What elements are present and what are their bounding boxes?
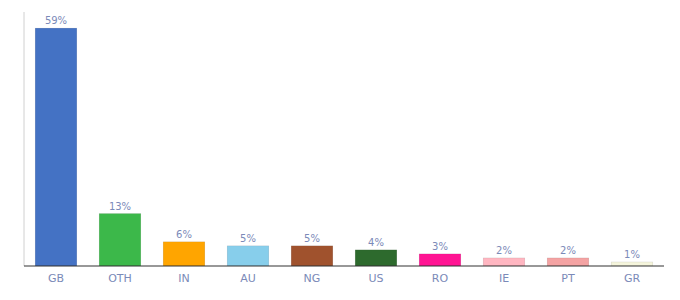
x-tick-label: OTH	[108, 272, 132, 285]
x-tick-label: RO	[432, 272, 449, 285]
x-tick-label: NG	[304, 272, 321, 285]
data-label: 3%	[432, 241, 448, 252]
x-axis-line	[24, 265, 664, 266]
data-label: 4%	[368, 237, 384, 248]
data-label: 5%	[304, 233, 320, 244]
x-tick-label: GR	[624, 272, 641, 285]
data-label: 2%	[496, 245, 512, 256]
x-tick-label: IN	[178, 272, 189, 285]
bar	[611, 262, 653, 266]
bar	[99, 214, 141, 266]
x-tick-label: IE	[499, 272, 509, 285]
bar	[227, 246, 269, 266]
bars	[35, 28, 653, 266]
data-label: 59%	[45, 15, 67, 26]
chart-container: GB OTH IN AU NG US RO IE PT GR 59% 13% 6% 5% 5% 4% 3% 2% 2…	[0, 0, 680, 300]
bar	[355, 250, 397, 266]
bar	[547, 258, 589, 266]
bar	[483, 258, 525, 266]
x-tick-label: PT	[561, 272, 575, 285]
bar	[35, 28, 77, 266]
x-tick-label: AU	[240, 272, 256, 285]
data-label: 13%	[109, 201, 131, 212]
data-label: 1%	[624, 249, 640, 260]
data-label: 6%	[176, 229, 192, 240]
chart-svg: GB OTH IN AU NG US RO IE PT GR 59% 13% 6% 5% 5% 4% 3% 2% 2…	[0, 0, 680, 300]
data-label: 2%	[560, 245, 576, 256]
bar	[291, 246, 333, 266]
x-tick-label: GB	[48, 272, 64, 285]
data-label: 5%	[240, 233, 256, 244]
y-axis-line	[24, 12, 25, 266]
bar	[419, 254, 461, 266]
bar	[163, 242, 205, 266]
x-tick-label: US	[368, 272, 383, 285]
